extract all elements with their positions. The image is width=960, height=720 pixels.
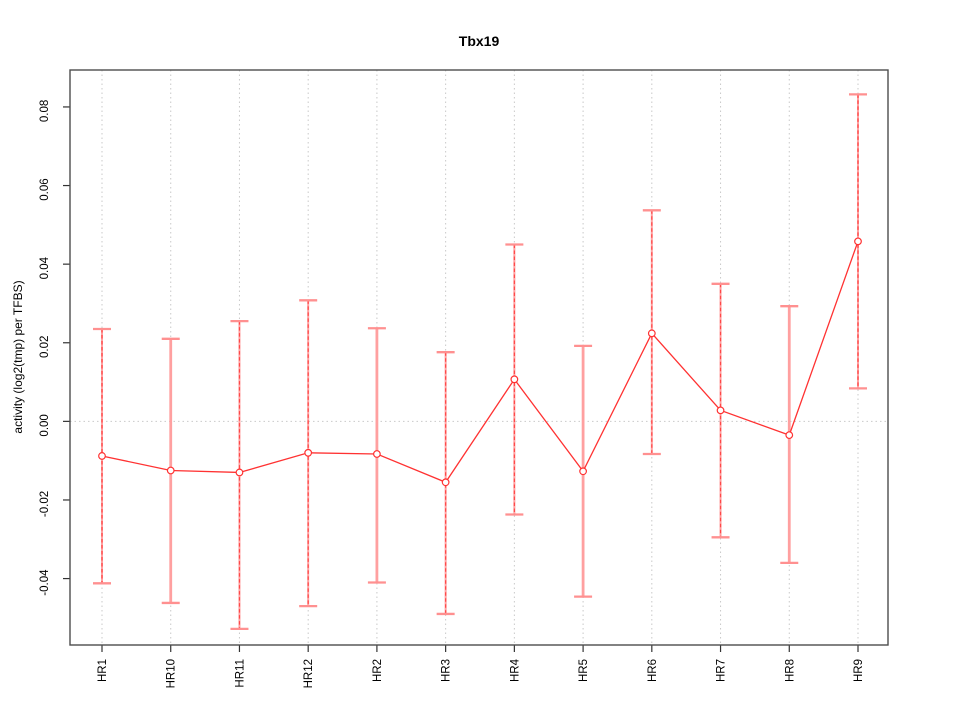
x-tick-label: HR7 [716,659,728,682]
x-tick-label: HR12 [303,659,315,688]
y-tick-label: 0.08 [39,100,51,122]
y-tick-label: 0.04 [39,256,51,279]
x-tick-label: HR2 [372,659,384,682]
data-point [510,375,519,384]
data-point [373,450,381,458]
data-point [235,468,244,477]
data-point [785,431,794,440]
y-tick-label: 0.02 [39,336,51,358]
plot-border [69,69,889,646]
series-line [101,241,859,484]
data-point [441,478,450,487]
x-tick-label: HR6 [647,659,659,682]
y-tick-label: 0.06 [39,178,51,200]
data-point [716,406,725,415]
y-tick-label: -0.02 [39,491,51,517]
data-point [304,448,313,457]
x-tick-label: HR11 [234,659,246,688]
data-point [854,237,862,246]
x-tick-label: HR8 [784,659,796,682]
x-tick-label: HR4 [509,658,521,682]
data-point [166,466,175,475]
data-point [98,452,106,460]
x-tick-label: HR1 [97,659,109,682]
x-tick-label: HR3 [441,659,453,682]
y-tick-label: 0.00 [39,414,51,436]
y-axis-label: activity (log2(tmp) per TFBS) [11,280,25,433]
plot-area: 0.08 0.06 0.04 0.02 0.00 -0.02 -0.04 HR1 HR10 HR1… [39,69,889,688]
x-tick-label: HR9 [853,659,865,682]
data-point [579,467,587,476]
chart-title: Tbx19 [459,33,500,49]
x-tick-label: HR5 [578,659,590,682]
data-point [647,329,656,338]
y-tick-label: -0.04 [39,569,51,596]
x-tick-label: HR10 [166,659,178,688]
